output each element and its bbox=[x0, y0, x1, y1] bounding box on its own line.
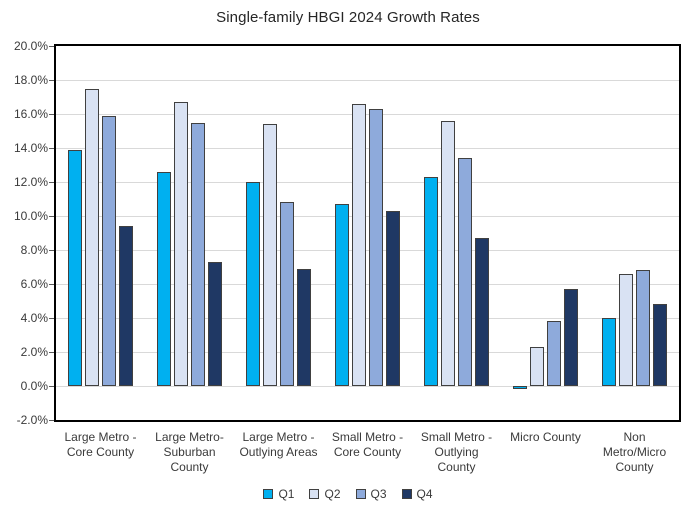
category-label: Large Metro - Outlying Areas bbox=[239, 430, 318, 459]
legend: Q1 Q2 Q3 Q4 bbox=[0, 487, 696, 501]
y-axis-tick bbox=[49, 249, 54, 251]
legend-label: Q3 bbox=[370, 487, 387, 501]
y-axis-tick bbox=[49, 181, 54, 183]
y-axis-tick-label: 2.0% bbox=[20, 345, 48, 359]
y-axis-tick bbox=[49, 79, 54, 81]
y-axis-tick bbox=[49, 113, 54, 115]
bar-q1 bbox=[157, 171, 171, 386]
gridline bbox=[56, 318, 679, 319]
y-axis-tick-label: 6.0% bbox=[20, 277, 48, 291]
bar-q1 bbox=[424, 176, 438, 386]
y-axis-tick-label: -2.0% bbox=[16, 413, 48, 427]
y-axis-tick-label: 4.0% bbox=[20, 311, 48, 325]
gridline bbox=[56, 148, 679, 149]
gridline bbox=[56, 352, 679, 353]
bar-q3 bbox=[547, 321, 561, 386]
y-axis-tick bbox=[49, 147, 54, 149]
y-axis-tick bbox=[49, 419, 54, 421]
bar-q1 bbox=[68, 149, 82, 386]
y-axis-tick-label: 10.0% bbox=[13, 209, 48, 223]
category-label: Small Metro - Core County bbox=[331, 430, 404, 459]
category-label: Large Metro- Suburban County bbox=[155, 430, 224, 474]
bar-q1 bbox=[335, 204, 349, 386]
category-label: Small Metro - Outlying County bbox=[420, 430, 493, 474]
gridline bbox=[56, 216, 679, 217]
gridline bbox=[56, 386, 679, 387]
gridline bbox=[56, 250, 679, 251]
gridline bbox=[56, 182, 679, 183]
gridline bbox=[56, 114, 679, 115]
bar-q1 bbox=[513, 386, 527, 390]
legend-swatch-q2 bbox=[309, 489, 320, 499]
bar-q2 bbox=[352, 103, 366, 386]
category-label: Micro County bbox=[510, 430, 581, 444]
bar-q4 bbox=[208, 261, 222, 386]
bar-q4 bbox=[653, 304, 667, 386]
bar-q4 bbox=[386, 210, 400, 386]
bar-q3 bbox=[369, 108, 383, 386]
legend-item-q3: Q3 bbox=[355, 487, 387, 501]
bar-q3 bbox=[191, 122, 205, 386]
y-axis-tick bbox=[49, 283, 54, 285]
bar-q2 bbox=[174, 102, 188, 386]
bar-q2 bbox=[263, 124, 277, 386]
bar-q4 bbox=[119, 226, 133, 386]
y-axis-tick-label: 20.0% bbox=[13, 39, 48, 53]
y-axis-tick bbox=[49, 385, 54, 387]
y-axis-tick bbox=[49, 317, 54, 319]
y-axis-tick bbox=[49, 351, 54, 353]
bar-q2 bbox=[530, 346, 544, 386]
category-label: Non Metro/Micro County bbox=[602, 430, 667, 474]
plot-area bbox=[54, 44, 681, 422]
y-axis-tick-label: 14.0% bbox=[13, 141, 48, 155]
legend-label: Q4 bbox=[416, 487, 433, 501]
bar-q2 bbox=[441, 120, 455, 386]
bar-q1 bbox=[246, 182, 260, 386]
y-axis-tick-label: 8.0% bbox=[20, 243, 48, 257]
legend-label: Q1 bbox=[278, 487, 295, 501]
category-label: Large Metro - Core County bbox=[64, 430, 137, 459]
chart-title: Single-family HBGI 2024 Growth Rates bbox=[216, 9, 480, 26]
bar-q4 bbox=[475, 238, 489, 386]
y-axis-tick-label: 12.0% bbox=[13, 175, 48, 189]
bar-q4 bbox=[297, 268, 311, 386]
bar-q4 bbox=[564, 289, 578, 386]
y-axis-tick bbox=[49, 215, 54, 217]
y-axis-tick-label: 0.0% bbox=[20, 379, 48, 393]
legend-item-q2: Q2 bbox=[309, 487, 341, 501]
legend-item-q4: Q4 bbox=[401, 487, 433, 501]
gridline bbox=[56, 284, 679, 285]
bar-q2 bbox=[619, 273, 633, 386]
y-axis-tick-label: 18.0% bbox=[13, 73, 48, 87]
bar-q1 bbox=[602, 318, 616, 386]
bar-q3 bbox=[280, 202, 294, 386]
bar-q3 bbox=[636, 270, 650, 386]
legend-swatch-q3 bbox=[355, 489, 366, 499]
legend-swatch-q4 bbox=[401, 489, 412, 499]
bar-q3 bbox=[458, 158, 472, 386]
bar-q2 bbox=[85, 88, 99, 386]
legend-swatch-q1 bbox=[263, 489, 274, 499]
legend-label: Q2 bbox=[324, 487, 341, 501]
y-axis-tick-label: 16.0% bbox=[13, 107, 48, 121]
gridline bbox=[56, 80, 679, 81]
bar-q3 bbox=[102, 115, 116, 386]
legend-item-q1: Q1 bbox=[263, 487, 294, 501]
y-axis-tick bbox=[49, 45, 54, 47]
